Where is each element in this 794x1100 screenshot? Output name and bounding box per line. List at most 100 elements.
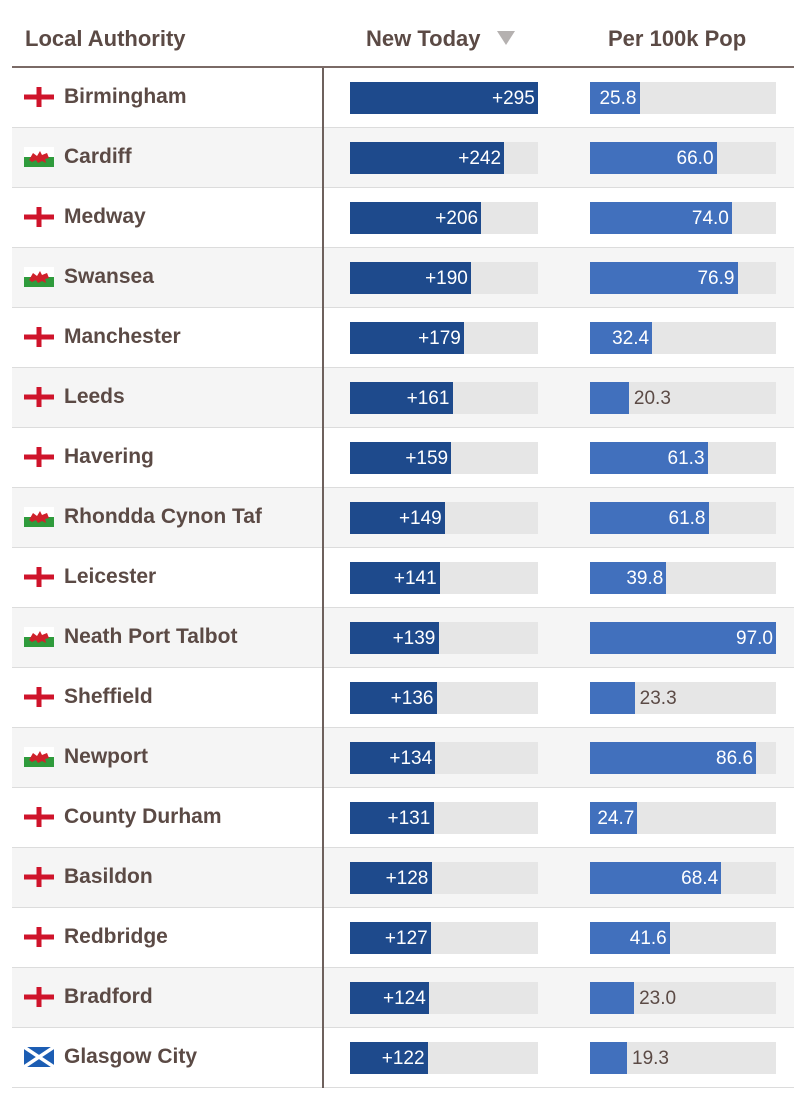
per-100k-value: 20.3 [633,388,671,409]
per-100k-value: 76.9 [697,268,735,289]
new-today-bar-track: +128 [350,862,538,894]
new-today-value: +131 [387,808,431,829]
table-row: Manchester +179 32.4 [12,308,794,368]
column-header-per-100k[interactable]: Per 100k Pop [608,26,747,51]
per-100k-bar [590,682,635,714]
england-flag-icon [24,207,54,227]
new-today-bar [350,202,482,234]
england-flag-icon [24,387,54,407]
local-authority-name: Leeds [64,385,125,408]
new-today-bar-track: +149 [350,502,538,534]
new-today-bar [350,802,434,834]
per-100k-value: 68.4 [681,868,719,889]
per-100k-bar [590,562,667,594]
table-row: Newport +134 86.6 [12,728,794,788]
wales-flag-icon [24,507,54,527]
local-authority-name: Sheffield [64,685,153,708]
new-today-bar-track: +127 [350,922,538,954]
table-row: Neath Port Talbot +139 97.0 [12,608,794,668]
local-authority-name: Medway [64,205,146,228]
wales-flag-icon [24,627,54,647]
per-100k-bar [590,82,640,114]
table-row: Cardiff +242 66.0 [12,128,794,188]
per-100k-bar [590,442,708,474]
per-100k-bar-track: 23.3 [590,682,776,714]
local-authority-name: Newport [64,745,148,768]
new-today-bar-track: +190 [350,262,538,294]
per-100k-bar [590,862,722,894]
new-today-value: +128 [385,868,429,889]
new-today-bar [350,622,439,654]
per-100k-value: 39.8 [626,568,664,589]
per-100k-bar-track: 68.4 [590,862,776,894]
new-today-bar [350,142,505,174]
table-row: County Durham +131 24.7 [12,788,794,848]
new-today-bar [350,682,437,714]
per-100k-bar-track: 19.3 [590,1042,776,1074]
new-today-value: +159 [405,448,449,469]
per-100k-value: 97.0 [736,628,773,649]
new-today-value: +161 [406,388,450,409]
new-today-value: +124 [383,988,426,1009]
new-today-bar-track: +122 [350,1042,538,1074]
new-today-bar [350,382,453,414]
per-100k-value: 41.6 [629,928,667,949]
table-row: Basildon +128 68.4 [12,848,794,908]
per-100k-bar-track: 86.6 [590,742,776,774]
data-table: Local Authority New Today Per 100k Pop B… [12,0,794,1088]
per-100k-bar [590,982,635,1014]
per-100k-bar-track: 76.9 [590,262,776,294]
per-100k-bar-track: 66.0 [590,142,776,174]
local-authority-name: Basildon [64,865,153,888]
column-header-new-today-label: New Today [366,26,481,51]
new-today-value: +134 [389,748,433,769]
per-100k-bar [590,622,776,654]
new-today-bar [350,262,472,294]
per-100k-value: 19.3 [632,1048,669,1069]
local-authority-name: Glasgow City [64,1045,198,1068]
local-authority-name: Swansea [64,265,154,288]
per-100k-bar [590,802,638,834]
england-flag-icon [24,87,54,107]
column-header-new-today[interactable]: New Today [366,26,515,52]
per-100k-bar-track: 32.4 [590,322,776,354]
new-today-bar [350,982,429,1014]
new-today-value: +295 [492,88,535,109]
new-today-value: +136 [390,688,434,709]
table-body: Birmingham +295 25.8 Cardiff +242 66.0 Medway +… [12,68,794,1088]
column-header-local-authority[interactable]: Local Authority [25,26,186,51]
per-100k-bar-track: 23.0 [590,982,776,1014]
new-today-bar [350,1042,428,1074]
per-100k-bar-track: 74.0 [590,202,776,234]
sort-descending-icon[interactable] [496,31,515,45]
new-today-bar-track: +242 [350,142,538,174]
table-row: Birmingham +295 25.8 [12,68,794,128]
per-100k-bar [590,202,732,234]
local-authority-name: Rhondda Cynon Taf [64,505,262,528]
per-100k-value: 61.8 [668,508,706,529]
new-today-bar-track: +159 [350,442,538,474]
per-100k-bar-track: 25.8 [590,82,776,114]
england-flag-icon [24,447,54,467]
table-row: Leicester +141 39.8 [12,548,794,608]
per-100k-bar [590,502,709,534]
per-100k-bar-track: 97.0 [590,622,776,654]
per-100k-bar-track: 24.7 [590,802,776,834]
per-100k-bar-track: 41.6 [590,922,776,954]
england-flag-icon [24,927,54,947]
table-row: Redbridge +127 41.6 [12,908,794,968]
england-flag-icon [24,987,54,1007]
table-row: Leeds +161 20.3 [12,368,794,428]
new-today-bar-track: +206 [350,202,538,234]
wales-flag-icon [24,267,54,287]
new-today-value: +149 [398,508,442,529]
new-today-bar [350,502,445,534]
column-divider [322,68,324,1088]
per-100k-bar [590,322,653,354]
new-today-bar [350,322,465,354]
per-100k-bar-track: 39.8 [590,562,776,594]
new-today-bar [350,82,538,114]
england-flag-icon [24,807,54,827]
england-flag-icon [24,687,54,707]
per-100k-value: 66.0 [676,148,714,169]
